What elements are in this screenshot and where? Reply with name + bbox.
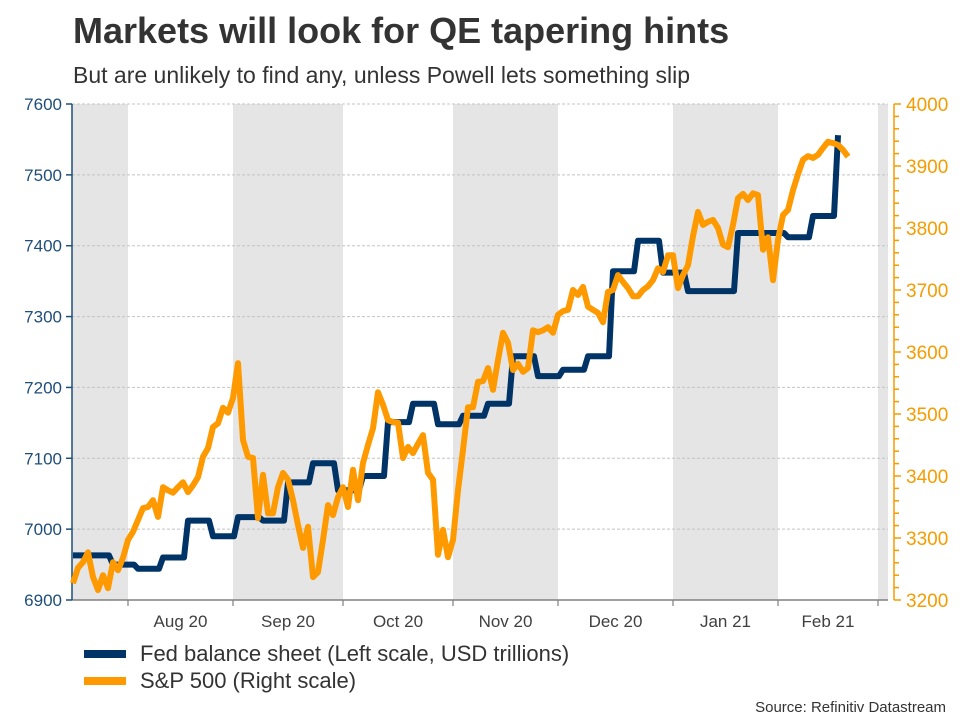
x-tick-label: Oct 20 xyxy=(373,612,423,631)
y-axis-left: 6900 7000 7100 7200 7300 7400 7500 7600 xyxy=(24,95,73,610)
shaded-band-2020-11 xyxy=(453,104,558,600)
series-lines xyxy=(70,135,851,594)
legend-swatch-fed xyxy=(84,649,126,658)
series-line-fed-balance-sheet xyxy=(73,135,841,572)
series-line-sp500 xyxy=(70,138,851,594)
legend-label-sp500: S&P 500 (Right scale) xyxy=(140,667,357,693)
legend-swatch-sp500 xyxy=(84,676,126,685)
gridlines xyxy=(72,103,888,530)
y-left-tick-label: 7200 xyxy=(24,378,62,397)
legend: Fed balance sheet (Left scale, USD trill… xyxy=(84,640,569,694)
y-right-tick-label: 3700 xyxy=(906,281,948,302)
y-right-tick-label: 3200 xyxy=(906,591,948,612)
source-note: Source: Refinitiv Datastream xyxy=(755,699,946,716)
x-tick-label: Aug 20 xyxy=(154,612,208,631)
legend-label-fed: Fed balance sheet (Left scale, USD trill… xyxy=(140,640,570,666)
y-right-tick-label: 3800 xyxy=(906,219,948,240)
y-right-tick-label: 3600 xyxy=(906,343,948,364)
x-tick-label: Jan 21 xyxy=(700,612,751,631)
y-right-tick-label: 3500 xyxy=(906,405,948,426)
x-tick-label: Nov 20 xyxy=(479,612,533,631)
y-left-tick-label: 7400 xyxy=(24,237,62,256)
legend-item-sp500: S&P 500 (Right scale) xyxy=(84,667,569,694)
y-left-tick-label: 7500 xyxy=(24,166,62,185)
shaded-month-bands xyxy=(72,104,888,600)
y-right-tick-label: 3300 xyxy=(906,529,948,550)
x-tick-label: Feb 21 xyxy=(802,612,855,631)
y-left-tick-label: 7100 xyxy=(24,449,62,468)
x-axis: Aug 20 Sep 20 Oct 20 Nov 20 Dec 20 Jan 21 Feb … xyxy=(72,599,888,631)
chart-subtitle: But are unlikely to find any, unless Pow… xyxy=(73,62,691,88)
y-right-tick-label: 3400 xyxy=(906,467,948,488)
y-right-tick-label: 3900 xyxy=(906,157,948,178)
x-tick-label: Sep 20 xyxy=(261,612,315,631)
y-right-tick-label: 4000 xyxy=(906,95,948,116)
y-left-tick-label: 7300 xyxy=(24,308,62,327)
x-tick-label: Dec 20 xyxy=(589,612,643,631)
shaded-band-2021-01 xyxy=(673,104,778,600)
shaded-band-2020-07 xyxy=(72,104,128,600)
y-left-tick-label: 7600 xyxy=(24,95,62,114)
legend-item-fed: Fed balance sheet (Left scale, USD trill… xyxy=(84,640,569,667)
shaded-band-2021-03 xyxy=(878,104,888,600)
y-axis-right: 3200 3300 3400 3500 3600 3700 3800 3900 4000 xyxy=(893,95,948,612)
y-left-tick-label: 7000 xyxy=(24,520,62,539)
y-left-tick-label: 6900 xyxy=(24,591,62,610)
chart-title: Markets will look for QE tapering hints xyxy=(73,10,730,51)
